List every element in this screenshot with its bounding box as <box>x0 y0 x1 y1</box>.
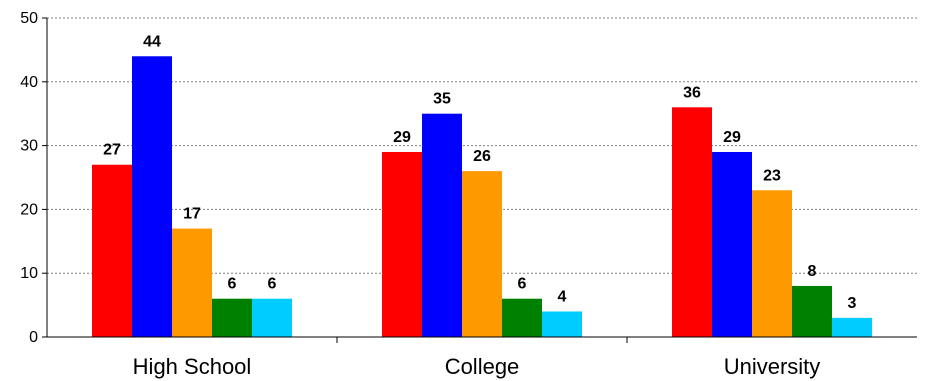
labels: 0 10 20 30 40 50 27 44 17 6 6 High School 29 35 26 6 4 Co… <box>20 10 856 379</box>
bar <box>212 298 252 337</box>
bar <box>172 228 212 337</box>
data-label: 8 <box>808 263 817 280</box>
bar <box>792 285 832 337</box>
bar <box>382 151 422 337</box>
bar <box>422 113 462 337</box>
bar <box>672 107 712 337</box>
bar <box>462 171 502 337</box>
category-label: University <box>724 354 821 379</box>
y-tick-label: 20 <box>20 201 38 218</box>
data-label: 27 <box>103 142 121 159</box>
category-label: High School <box>133 354 252 379</box>
data-label: 29 <box>723 129 741 146</box>
bar <box>502 298 542 337</box>
category-label: College <box>445 354 520 379</box>
bar <box>752 190 792 337</box>
data-label: 23 <box>763 167 781 184</box>
bar <box>132 56 172 337</box>
data-label: 17 <box>183 206 201 223</box>
y-tick-label: 40 <box>20 74 38 91</box>
bar <box>92 164 132 337</box>
bar <box>832 317 872 337</box>
y-tick-label: 50 <box>20 10 38 27</box>
data-label: 44 <box>143 33 161 50</box>
y-tick-label: 30 <box>20 138 38 155</box>
data-label: 6 <box>518 276 527 293</box>
data-label: 6 <box>268 276 277 293</box>
data-label: 29 <box>393 129 411 146</box>
y-tick-label: 0 <box>29 329 38 346</box>
data-label: 35 <box>433 91 451 108</box>
data-label: 36 <box>683 84 701 101</box>
y-tick-label: 10 <box>20 265 38 282</box>
data-label: 4 <box>558 288 567 305</box>
data-label: 3 <box>848 295 857 312</box>
data-label: 6 <box>228 276 237 293</box>
bar <box>542 311 582 337</box>
data-label: 26 <box>473 148 491 165</box>
bars <box>92 56 872 337</box>
bar <box>252 298 292 337</box>
axes <box>42 17 917 343</box>
bar <box>712 151 752 337</box>
